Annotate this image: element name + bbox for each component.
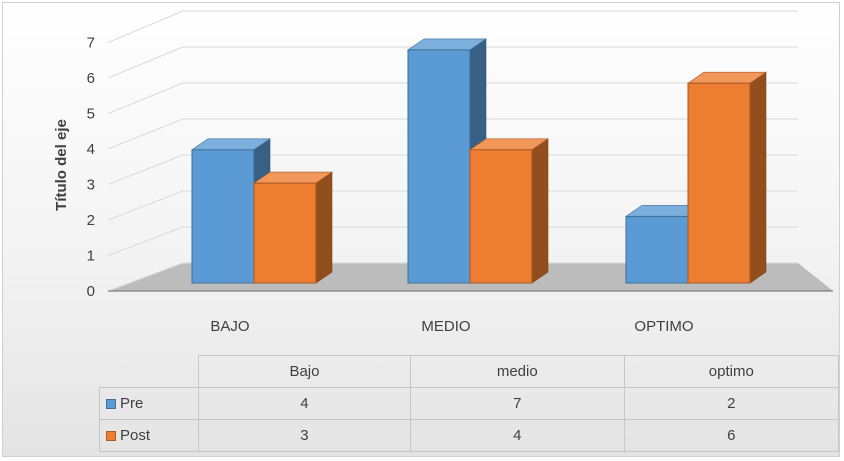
y-axis-title: Título del eje xyxy=(53,119,70,211)
table-cell: 4 xyxy=(197,387,411,420)
gridline-side xyxy=(107,226,184,256)
table-header-cell: Bajo xyxy=(197,355,411,388)
bar-post xyxy=(469,149,533,284)
data-table-corner xyxy=(99,355,199,388)
y-tick-label: 5 xyxy=(87,106,95,123)
gridline-side xyxy=(107,118,184,150)
table-cell: 3 xyxy=(197,419,411,452)
bar-post xyxy=(687,82,751,284)
y-tick-label: 6 xyxy=(87,70,95,87)
table-series-cell: Pre xyxy=(99,387,199,420)
bar-pre xyxy=(191,149,255,284)
x-category-label: OPTIMO xyxy=(634,318,693,335)
gridline-side xyxy=(107,190,184,221)
gridline-side xyxy=(107,46,184,79)
table-row: Post 3 4 6 xyxy=(99,419,840,452)
data-table-header-row: Bajo medio optimo xyxy=(99,355,840,388)
table-cell: 6 xyxy=(623,419,840,452)
chart-frame: 0 1 2 3 4 5 6 7 Título del eje BAJO MEDIO OPTIMO Ba… xyxy=(2,2,840,457)
x-category-label: MEDIO xyxy=(421,318,470,335)
data-table: Bajo medio optimo Pre 4 7 2 Post 3 4 6 xyxy=(99,355,840,452)
table-series-label: Post xyxy=(120,427,151,444)
table-header-cell: optimo xyxy=(623,355,840,388)
bar-side-post xyxy=(531,138,549,284)
table-cell: 7 xyxy=(409,387,625,420)
bar-pre xyxy=(625,215,689,284)
table-cell: 2 xyxy=(623,387,840,420)
y-tick-label: 3 xyxy=(87,177,95,194)
legend-key-post xyxy=(106,431,116,441)
bar-side-post xyxy=(315,171,333,284)
bar-post xyxy=(253,182,317,284)
table-header-cell: medio xyxy=(409,355,625,388)
y-tick-label: 1 xyxy=(87,248,95,265)
y-tick-label: 0 xyxy=(87,283,95,300)
gridline-side xyxy=(107,154,184,185)
table-series-label: Pre xyxy=(120,395,144,412)
bar-side-post xyxy=(749,71,767,284)
gridline-side xyxy=(107,262,184,292)
table-row: Pre 4 7 2 xyxy=(99,387,840,420)
x-category-label: BAJO xyxy=(210,318,249,335)
chart-plot: 0 1 2 3 4 5 6 7 Título del eje BAJO MEDIO OPTIMO xyxy=(53,10,833,335)
table-series-cell: Post xyxy=(99,419,199,452)
y-tick-label: 7 xyxy=(87,35,95,52)
table-cell: 4 xyxy=(409,419,625,452)
gridline-side xyxy=(107,10,184,43)
bar-pre xyxy=(407,49,471,284)
y-tick-label: 2 xyxy=(87,212,95,229)
gridline-side xyxy=(107,82,184,114)
y-tick-label: 4 xyxy=(87,141,95,158)
legend-key-pre xyxy=(106,399,116,409)
